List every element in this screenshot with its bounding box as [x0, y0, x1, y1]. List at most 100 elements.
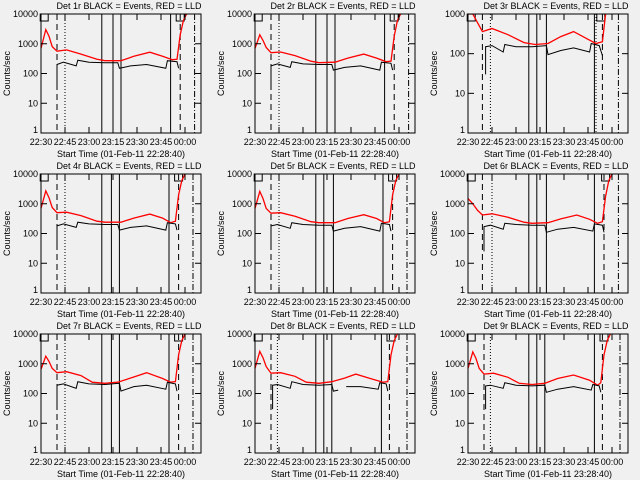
x-tick-label: 22:45: [481, 297, 504, 307]
x-tick-label: 23:45: [363, 297, 386, 307]
series-events: [56, 221, 178, 250]
x-tick-label: 23:30: [339, 457, 362, 467]
x-tick-label: 23:15: [529, 137, 552, 147]
x-tick-label: 23:00: [505, 457, 528, 467]
y-axis-label: Counts/sec: [429, 50, 439, 96]
plot-title: Det 8r BLACK = Events, RED = LLD: [270, 321, 416, 331]
y-tick-label: 1: [33, 445, 38, 455]
x-tick-label: 22:45: [267, 457, 290, 467]
x-tick-label: 23:15: [315, 457, 338, 467]
y-tick-label: 10000: [226, 9, 251, 19]
series-events: [56, 381, 178, 410]
plot-title: Det 9r BLACK = Events, RED = LLD: [483, 321, 629, 331]
x-tick-label: 22:30: [30, 297, 53, 307]
y-axis-label: Counts/sec: [429, 370, 439, 416]
x-tick-label: 23:30: [553, 137, 576, 147]
x-tick-label: 22:45: [481, 457, 504, 467]
x-tick-label: 23:45: [150, 137, 173, 147]
detector-plot-6: 1 10 100 1000 10000 22:30 22:45 23:00 23:15 23:30…: [429, 161, 629, 319]
plot-frame: [40, 333, 202, 454]
x-tick-label: 23:30: [126, 137, 149, 147]
x-tick-label: 23:15: [315, 297, 338, 307]
x-tick-label: 23:00: [291, 137, 314, 147]
x-tick-label: 22:30: [30, 457, 53, 467]
x-tick-label: 22:45: [481, 137, 504, 147]
x-tick-label: 22:30: [457, 137, 480, 147]
y-axis-label: Counts/sec: [2, 50, 12, 96]
detector-plot-3: 1 10 100 1000 22:30 22:45 23:00 23:15 23:30 23:45…: [429, 1, 629, 159]
y-tick-label: 1000: [18, 39, 38, 49]
y-tick-label: 1: [246, 445, 251, 455]
detector-plot-1: 1 10 100 1000 10000 22:30 22:45 23:00 23:15 23:30…: [2, 1, 202, 159]
series-events: [485, 382, 602, 410]
x-tick-label: 23:00: [78, 457, 101, 467]
y-tick-label: 1000: [445, 9, 465, 19]
x-tick-label: 00:00: [601, 137, 624, 147]
y-tick-label: 1000: [231, 199, 251, 209]
y-tick-label: 10000: [13, 329, 38, 339]
series-lld: [254, 334, 398, 384]
x-axis-label: Start Time (01-Feb-11 22:28:40): [484, 149, 612, 159]
x-tick-label: 23:45: [577, 137, 600, 147]
x-tick-label: 23:15: [102, 457, 125, 467]
y-tick-label: 10: [241, 258, 251, 268]
x-tick-label: 00:00: [601, 297, 624, 307]
x-tick-label: 23:15: [529, 297, 552, 307]
y-axis-label: Counts/sec: [2, 210, 12, 256]
x-tick-label: 00:00: [387, 297, 410, 307]
detector-plot-8: 1 10 100 1000 10000 22:30 22:45 23:00 23:15 23:30…: [216, 321, 416, 479]
x-tick-label: 22:30: [243, 297, 266, 307]
x-tick-label: 00:00: [387, 457, 410, 467]
series-lld: [468, 14, 607, 46]
y-tick-label: 10000: [226, 169, 251, 179]
detector-plot-4: 1 10 100 1000 10000 22:30 22:45 23:00 23:15 23:30…: [2, 161, 202, 319]
y-tick-label: 1: [33, 285, 38, 295]
y-tick-label: 10: [455, 258, 465, 268]
y-axis-label: Counts/sec: [216, 50, 226, 96]
detector-plot-7: 1 10 100 1000 10000 22:30 22:45 23:00 23:15 23:30…: [2, 321, 202, 479]
x-tick-label: 22:45: [267, 297, 290, 307]
detector-plot-9: 1 10 100 1000 10000 22:30 22:45 23:00 23:15 23:30…: [429, 321, 629, 479]
x-tick-label: 00:00: [601, 457, 624, 467]
series-events: [271, 381, 388, 410]
y-axis-label: Counts/sec: [2, 370, 12, 416]
x-tick-label: 00:00: [174, 297, 197, 307]
plot-title: Det 3r BLACK = Events, RED = LLD: [483, 1, 629, 11]
detector-plot-5: 1 10 100 1000 10000 22:30 22:45 23:00 23:15 23:30…: [216, 161, 416, 319]
series-events: [485, 42, 603, 75]
y-tick-label: 10000: [13, 9, 38, 19]
x-tick-label: 22:30: [30, 137, 53, 147]
x-axis-label: Start Time (01-Feb-11 23:28:40): [484, 469, 612, 479]
y-tick-label: 10: [28, 418, 38, 428]
y-tick-label: 1000: [18, 359, 38, 369]
x-tick-label: 23:45: [577, 297, 600, 307]
y-tick-label: 10000: [440, 169, 465, 179]
y-tick-label: 1: [460, 125, 465, 135]
y-tick-label: 1: [33, 125, 38, 135]
y-tick-label: 10000: [440, 329, 465, 339]
y-tick-label: 1: [246, 125, 251, 135]
y-tick-label: 1000: [445, 359, 465, 369]
x-tick-label: 23:30: [553, 297, 576, 307]
x-axis-label: Start Time (01-Feb-11 22:28:40): [271, 469, 399, 479]
y-tick-label: 10: [455, 88, 465, 98]
x-tick-label: 23:00: [78, 137, 101, 147]
x-tick-label: 23:30: [126, 457, 149, 467]
x-tick-label: 23:15: [529, 457, 552, 467]
x-tick-label: 23:45: [577, 457, 600, 467]
series-lld: [41, 334, 186, 384]
y-tick-label: 100: [23, 229, 38, 239]
plot-title: Det 4r BLACK = Events, RED = LLD: [56, 161, 202, 171]
y-axis-label: Counts/sec: [216, 210, 226, 256]
y-tick-label: 10000: [226, 329, 251, 339]
plot-frame: [467, 13, 629, 134]
x-tick-label: 23:45: [363, 457, 386, 467]
y-tick-label: 1000: [445, 199, 465, 209]
plot-title: Det 7r BLACK = Events, RED = LLD: [56, 321, 202, 331]
x-tick-label: 23:45: [363, 137, 386, 147]
y-tick-label: 100: [236, 229, 251, 239]
series-lld: [41, 174, 186, 224]
y-axis-label: Counts/sec: [429, 210, 439, 256]
x-axis-label: Start Time (01-Feb-11 22:28:40): [57, 149, 185, 159]
